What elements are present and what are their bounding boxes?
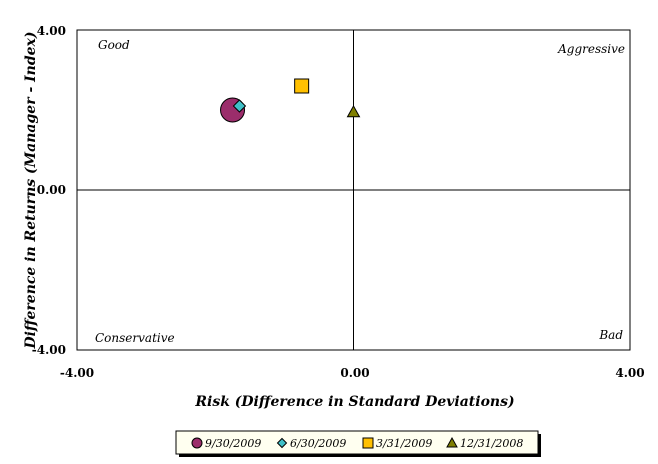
data-point-triangle [346, 104, 361, 118]
quadrant-label-conservative: Conservative [95, 331, 175, 345]
x-axis-title: Risk (Difference in Standard Deviations) [194, 394, 514, 410]
y-tick-label-top: 4.00 [37, 24, 66, 38]
data-point-diamond [232, 99, 247, 113]
x-tick-label-right: 4.00 [615, 366, 644, 380]
legend-marker-square [362, 437, 374, 449]
x-tick-label-mid: 0.00 [340, 366, 369, 380]
legend-items: 9/30/2009 6/30/2009 3/31/2009 12/31/2008 [191, 436, 523, 450]
legend-box [175, 430, 539, 455]
legend-marker-triangle [446, 436, 458, 448]
legend-label: 6/30/2009 [290, 437, 346, 450]
legend-label: 12/31/2008 [460, 437, 523, 450]
legend-label: 3/31/2009 [376, 437, 432, 450]
legend-item: 9/30/2009 [191, 437, 261, 450]
x-tick-label-left: -4.00 [60, 366, 94, 380]
quadrant-label-bad: Bad [598, 328, 623, 342]
legend-marker-circle [191, 437, 203, 449]
legend-marker-diamond [276, 437, 288, 449]
legend: 9/30/2009 6/30/2009 3/31/2009 12/31/2008 [175, 430, 541, 457]
legend-item: 3/31/2009 [362, 437, 432, 450]
plot-area [76, 29, 631, 351]
legend-item: 6/30/2009 [276, 437, 346, 450]
quadrant-label-aggressive: Aggressive [557, 42, 625, 56]
y-tick-label-bottom: -4.00 [32, 343, 66, 357]
legend-label: 9/30/2009 [205, 437, 261, 450]
y-tick-label-mid: 0.00 [37, 183, 66, 197]
legend-item: 12/31/2008 [446, 436, 523, 450]
data-point-square [294, 78, 310, 94]
y-axis-title: Difference in Returns (Manager - Index) [23, 31, 39, 349]
quadrant-label-good: Good [98, 38, 130, 52]
data-points [220, 78, 361, 123]
